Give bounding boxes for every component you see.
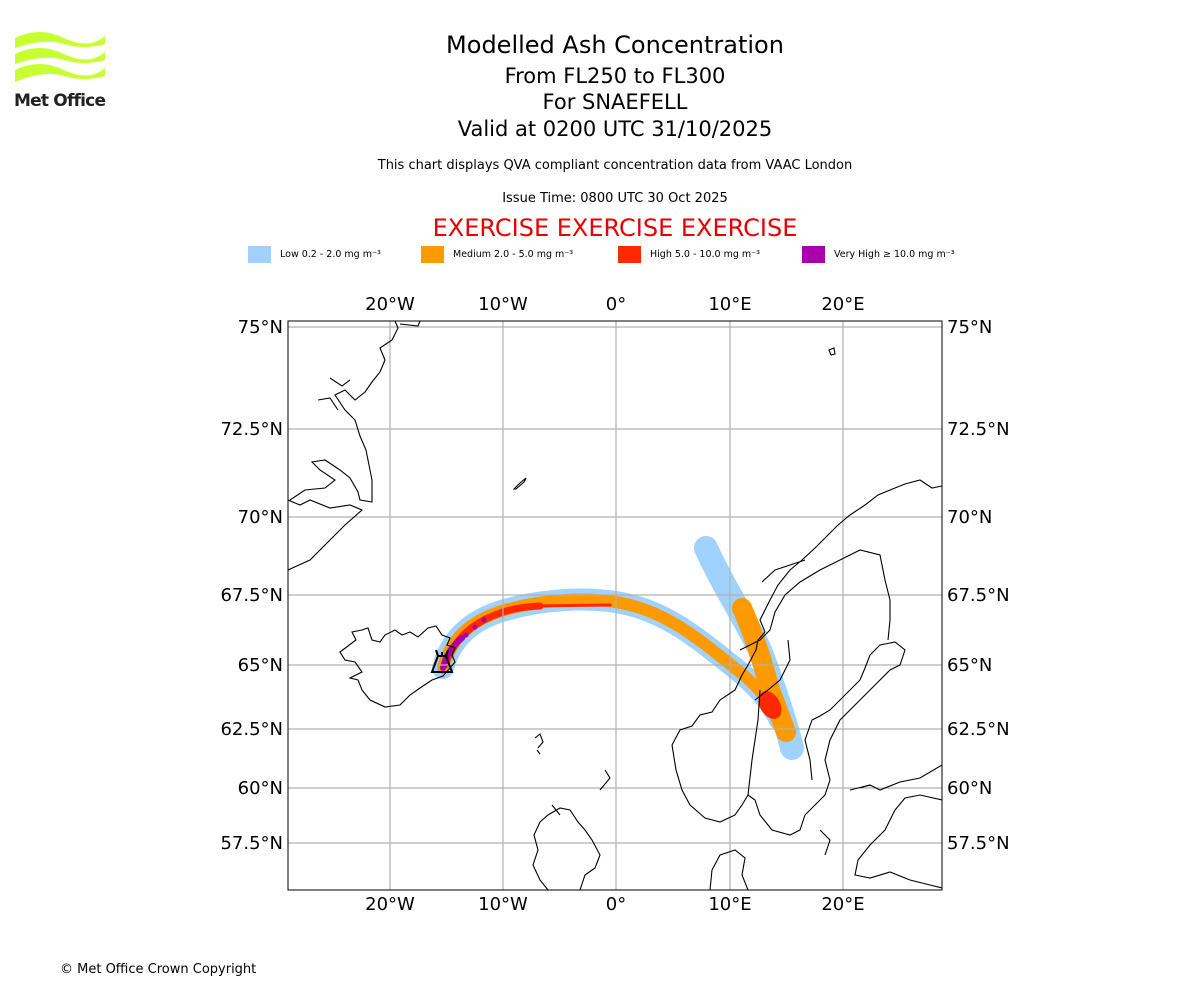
lon-tick-label: 10°E [708,294,751,315]
lon-tick-label: 10°W [478,894,528,915]
british-isles [532,769,611,890]
lon-tick-label: 10°E [708,894,751,915]
lon-tick-label: 20°W [365,294,415,315]
scandinavia-coast [671,479,942,889]
iceland-coast [339,625,456,708]
valid-time: Valid at 0200 UTC 31/10/2025 [457,117,773,141]
svalbard [828,347,836,356]
lon-tick-label: 20°E [821,894,864,915]
lat-tick-label: 62.5°N [947,719,1010,740]
lat-tick-label: 70°N [238,507,283,528]
legend-swatch [802,245,825,263]
lat-tick-label: 60°N [947,778,992,799]
coastlines [288,321,942,890]
ash-high-region [758,691,782,719]
qva-note: This chart displays QVA compliant concen… [377,158,853,173]
lat-tick-label: 75°N [238,317,283,338]
lon-tick-label: 0° [606,294,626,315]
chart-title: Modelled Ash Concentration [446,31,784,59]
legend-label: Medium 2.0 - 5.0 mg m⁻³ [453,248,574,260]
denmark-baltic [709,784,871,890]
lat-tick-label: 70°N [947,507,992,528]
ash-high-region [528,603,612,608]
ash-very-high-region [472,624,478,630]
legend-label: Very High ≥ 10.0 mg m⁻³ [834,248,955,260]
lon-tick-label: 20°W [365,894,415,915]
met-office-logo: Met Office [14,30,109,112]
flight-levels: From FL250 to FL300 [504,64,726,88]
lat-tick-label: 65°N [947,655,992,676]
legend-label: Low 0.2 - 2.0 mg m⁻³ [280,248,381,260]
legend-swatch [248,245,271,263]
lat-tick-label: 72.5°N [220,419,283,440]
lat-tick-label: 67.5°N [220,585,283,606]
sweden-border [739,549,891,796]
legend-swatch [618,245,641,263]
lat-tick-label: 75°N [947,317,992,338]
legend-medium: Medium 2.0 - 5.0 mg m⁻³ [421,245,573,263]
map-grid [288,321,942,890]
lat-tick-label: 57.5°N [947,833,1010,854]
ash-medium-region [732,598,796,742]
lat-tick-label: 65°N [238,655,283,676]
lon-tick-label: 20°E [821,294,864,315]
jan-mayen [512,477,527,490]
legend-very-high: Very High ≥ 10.0 mg m⁻³ [802,245,955,263]
lat-tick-label: 67.5°N [947,585,1010,606]
logo-text: Met Office [14,91,106,111]
legend-high: High 5.0 - 10.0 mg m⁻³ [618,245,760,263]
lat-tick-label: 72.5°N [947,419,1010,440]
exercise-banner: EXERCISE EXERCISE EXERCISE [432,214,798,242]
logo-waves-icon [15,32,105,82]
volcano-name: For SNAEFELL [542,90,688,114]
lat-tick-label: 57.5°N [220,833,283,854]
greenland-coast [288,321,421,571]
ash-plume [432,536,804,760]
lon-tick-label: 10°W [478,294,528,315]
issue-time: Issue Time: 0800 UTC 30 Oct 2025 [502,191,728,206]
volcano-icon [430,649,454,673]
lon-tick-label: 0° [606,894,626,915]
legend-label: High 5.0 - 10.0 mg m⁻³ [650,248,760,260]
copyright: © Met Office Crown Copyright [60,962,257,977]
legend-low: Low 0.2 - 2.0 mg m⁻³ [248,245,381,263]
faroe-islands [534,733,544,755]
legend-swatch [421,245,444,263]
ash-very-high-region [463,632,469,638]
lat-tick-label: 60°N [238,778,283,799]
ash-very-high-region [481,617,487,623]
map-frame [287,320,943,891]
lat-tick-label: 62.5°N [220,719,283,740]
